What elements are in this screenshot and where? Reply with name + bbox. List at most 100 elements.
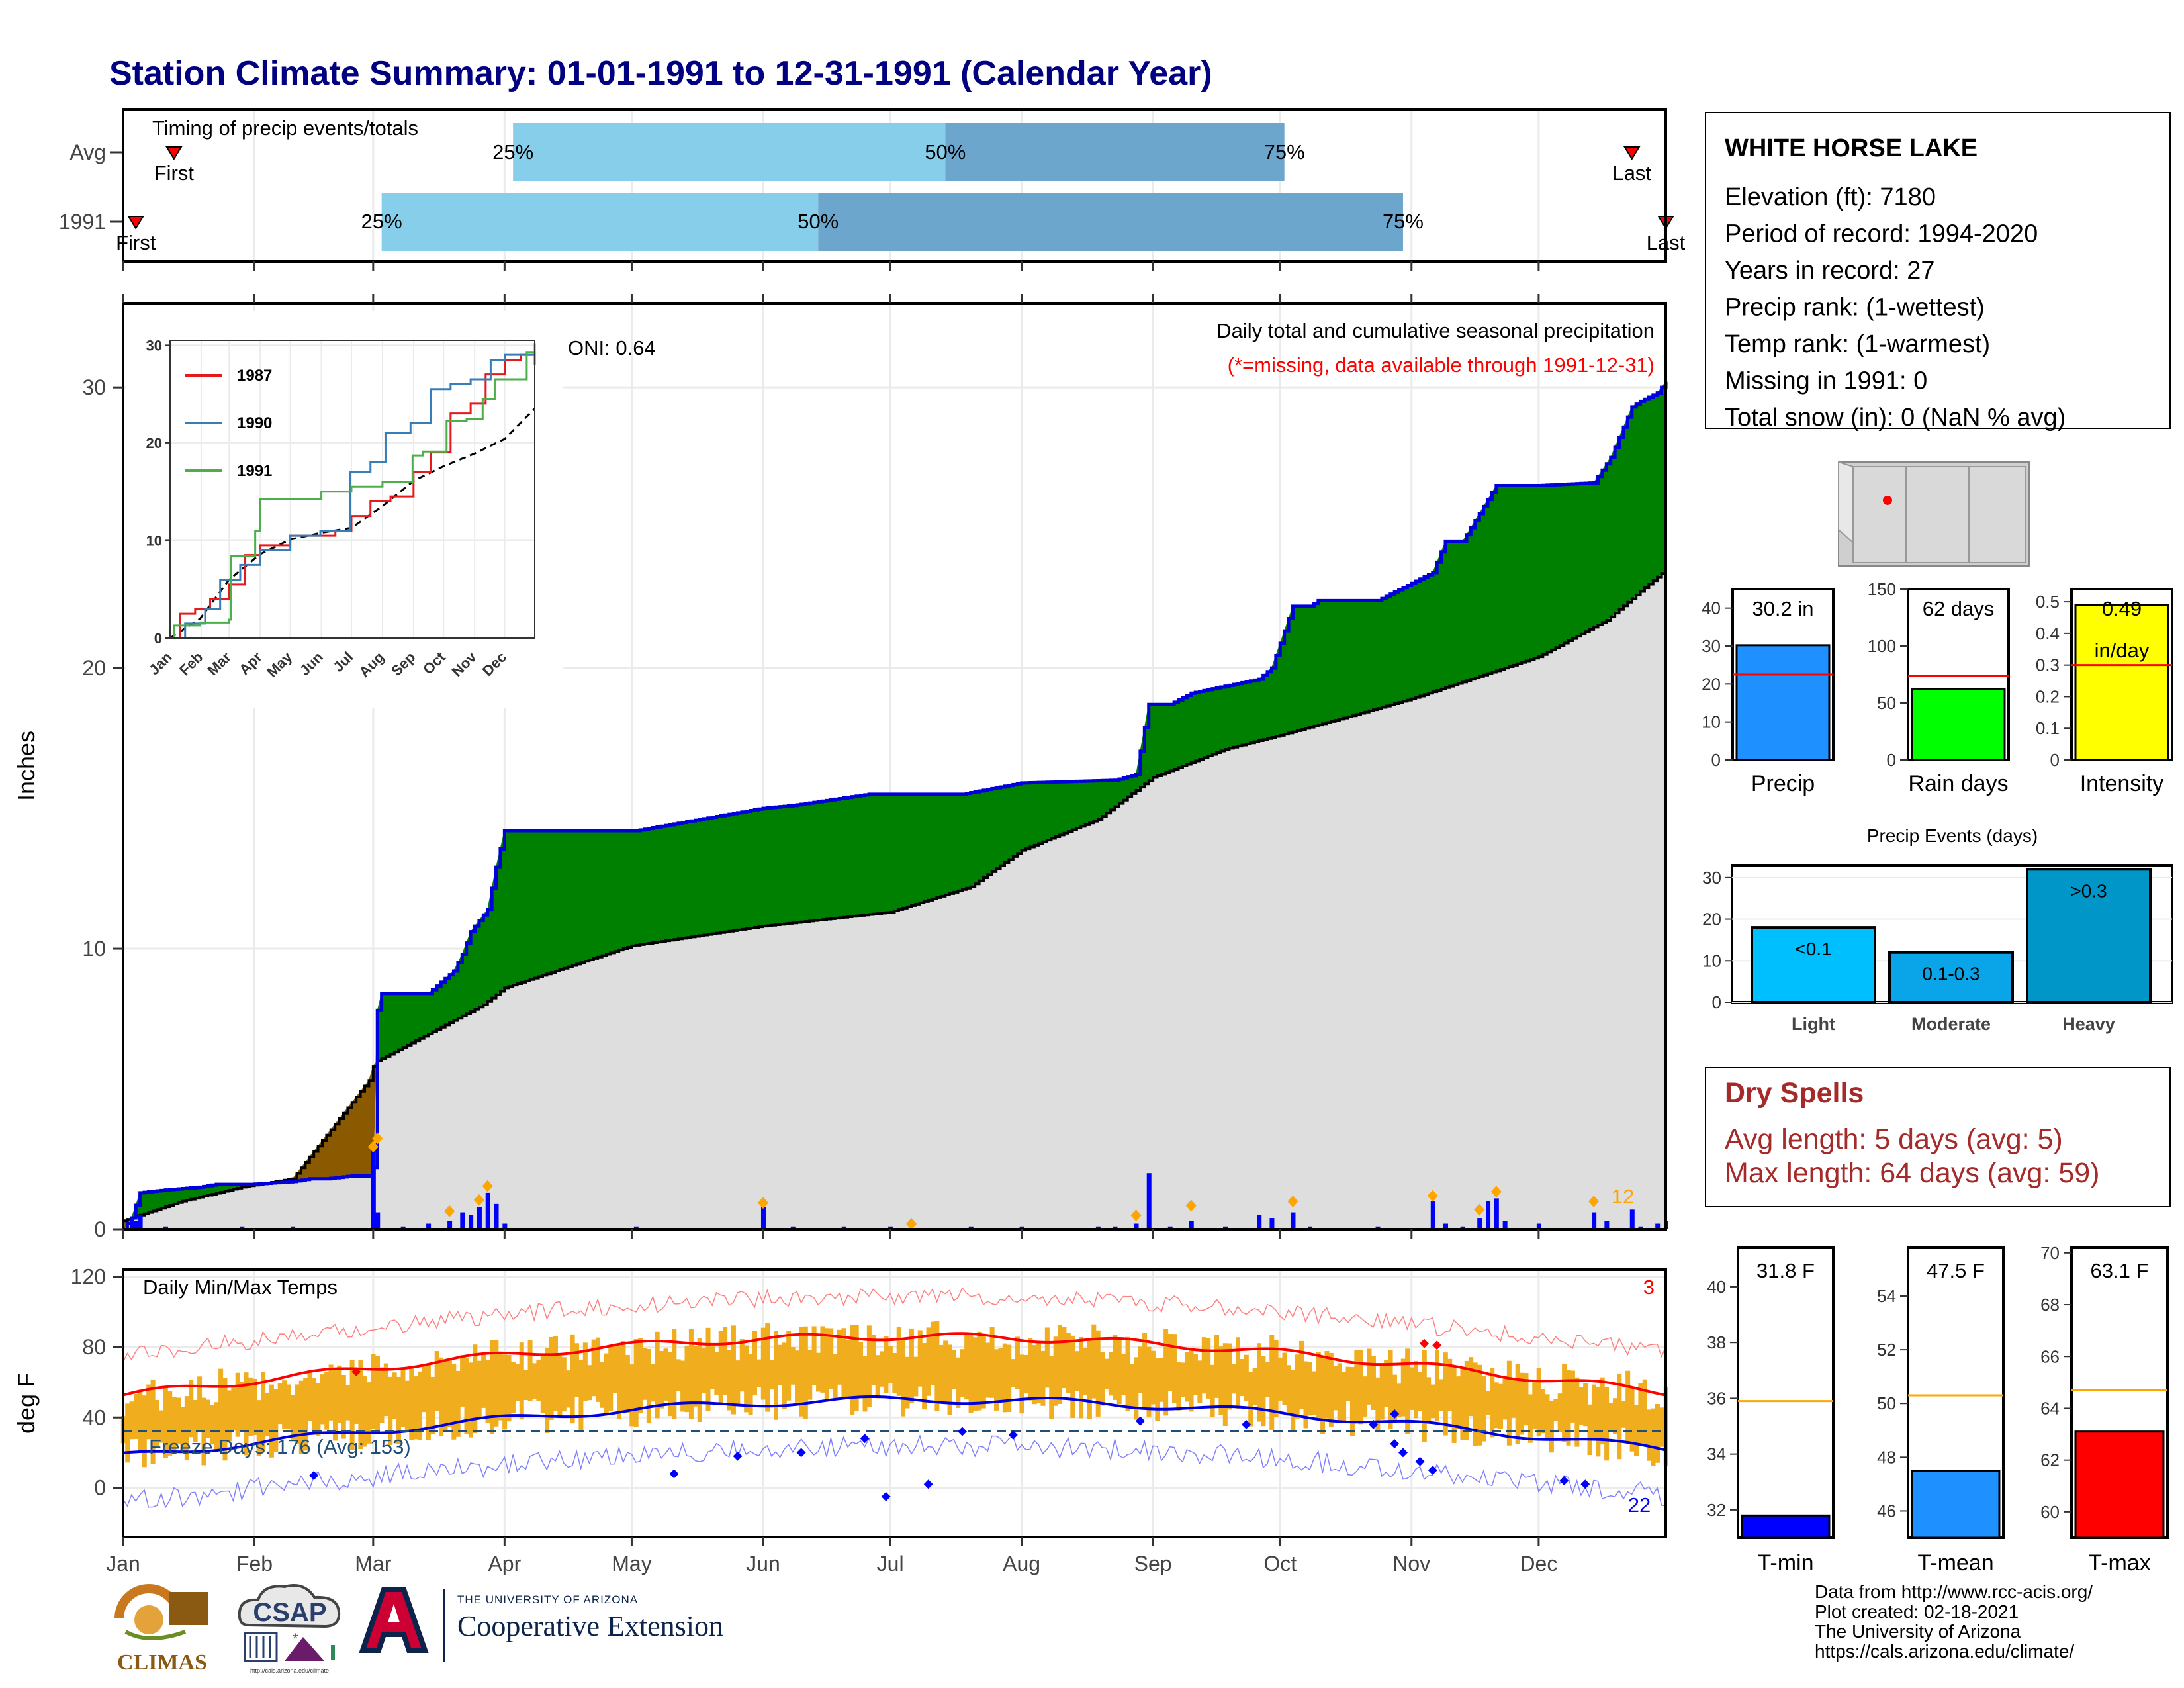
daily-temp-bar: [1409, 1367, 1414, 1410]
daily-temp-bar: [629, 1364, 635, 1427]
record-min-line: [122, 1434, 1666, 1509]
record-high-marker: [1432, 1340, 1442, 1350]
temp-bar-tick-label: 32: [1707, 1500, 1726, 1520]
temp-bar-frame: [1737, 1246, 1835, 1539]
daily-temp-bar: [1345, 1366, 1351, 1401]
mini-bar-label: Precip: [1751, 771, 1815, 796]
daily-temp-bar: [850, 1325, 855, 1415]
daily-temp-bar: [392, 1372, 397, 1419]
daily-temp-bar: [752, 1331, 757, 1396]
daily-temp-bar: [197, 1376, 203, 1432]
daily-temp-bar: [498, 1351, 503, 1421]
dry-spells-title: Dry Spells: [1725, 1077, 1864, 1109]
daily-temp-bar: [451, 1363, 457, 1440]
temp-bar-tick-label: 38: [1707, 1333, 1726, 1352]
daily-precip-bar: [1223, 1226, 1228, 1229]
daily-temp-bar: [951, 1350, 956, 1389]
heavy-event-marker: [1287, 1195, 1298, 1207]
first-event-marker: [127, 216, 144, 230]
daily-temp-bar: [1095, 1330, 1101, 1417]
record-low-marker: [1135, 1416, 1145, 1426]
daily-precip-bar: [841, 1226, 846, 1229]
map-state-arizona: [1852, 466, 1907, 563]
credit-line: https://cals.arizona.edu/climate/: [1815, 1641, 2075, 1662]
temp-bar-tick-label: 54: [1877, 1286, 1896, 1306]
climas-logo-text: CLIMAS: [116, 1650, 208, 1675]
daily-temp-bar: [320, 1374, 325, 1425]
legend-label: 1991: [237, 462, 272, 480]
daily-temp-bar: [943, 1340, 948, 1403]
mini-bar-tick-label: 20: [1702, 674, 1721, 694]
precip-frame: [122, 302, 1667, 1231]
daily-temp-bar: [1600, 1377, 1605, 1445]
daily-temp-bar: [1434, 1350, 1439, 1421]
daily-temp-bar: [1608, 1403, 1614, 1430]
daily-temp-bar: [1312, 1371, 1317, 1415]
mini-bar-tick-label: 50: [1877, 693, 1896, 713]
mini-bar-tick-label: 0: [1711, 750, 1721, 770]
daily-precip-bar: [138, 1215, 143, 1229]
daily-temp-bar: [443, 1362, 448, 1432]
daily-temp-bar: [218, 1368, 224, 1450]
daily-temp-bar: [1138, 1346, 1143, 1393]
daily-temp-bar: [1439, 1379, 1444, 1411]
daily-temp-bar: [210, 1405, 215, 1445]
cooperative-extension-text: Cooperative Extension: [457, 1610, 724, 1642]
temp-bar-tick-label: 60: [2040, 1502, 2060, 1522]
mini-bar: [1735, 644, 1831, 761]
daily-precip-bar: [1134, 1223, 1139, 1229]
mini-bar-value: 0.49: [2102, 597, 2142, 620]
mini-bar-label: Intensity: [2080, 771, 2164, 796]
record-low-marker: [881, 1491, 891, 1501]
average-min-line: [122, 1395, 1666, 1454]
heavy-event-marker: [1474, 1203, 1485, 1216]
daily-temp-bar: [1155, 1358, 1160, 1421]
daily-temp-bar: [515, 1364, 520, 1401]
average-cumulative-line: [123, 569, 1667, 1223]
daily-temp-bar: [1633, 1405, 1639, 1456]
daily-temp-bar: [1040, 1350, 1046, 1406]
daily-temp-bar: [176, 1397, 181, 1444]
daily-temp-bar: [184, 1396, 189, 1460]
month-label: Dec: [1520, 1552, 1557, 1575]
mini-bar-tick-label: 0.2: [2036, 686, 2060, 706]
daily-temp-bar: [536, 1359, 541, 1401]
daily-temp-bar: [718, 1331, 723, 1404]
daily-temp-bar: [1070, 1335, 1075, 1419]
record-low-marker: [669, 1469, 679, 1479]
event-category-label: Light: [1792, 1014, 1835, 1034]
daily-temp-bar: [1342, 1372, 1347, 1421]
daily-temp-bar: [578, 1360, 584, 1430]
temp-title: Daily Min/Max Temps: [143, 1276, 338, 1299]
month-label: Nov: [1392, 1552, 1430, 1575]
daily-temp-bar: [901, 1339, 906, 1417]
daily-temp-bar: [240, 1382, 245, 1431]
mini-bar-value: 30.2 in: [1752, 597, 1813, 620]
daily-temp-bar: [1502, 1376, 1508, 1420]
timing-label-75: 75%: [1383, 210, 1424, 233]
daily-temp-bar: [523, 1370, 529, 1400]
daily-temp-bar: [1400, 1358, 1406, 1417]
daily-temp-bar: [418, 1371, 423, 1440]
daily-precip-bar: [1486, 1201, 1491, 1229]
daily-temp-bar: [434, 1351, 439, 1411]
daily-temp-bar: [485, 1359, 490, 1423]
mini-bar-tick-label: 0: [2050, 750, 2060, 770]
daily-temp-bar: [714, 1352, 719, 1395]
daily-precip-bar: [371, 1145, 376, 1229]
map-state-texas: [1968, 466, 2026, 563]
daily-precip-bar: [1536, 1223, 1541, 1229]
daily-temp-bar: [477, 1360, 482, 1419]
daily-temp-bar: [324, 1372, 330, 1430]
daily-precip-bar: [1308, 1226, 1313, 1229]
precip-ytick-label: 30: [82, 375, 106, 399]
daily-temp-bar: [1562, 1364, 1567, 1442]
daily-temp-bar: [608, 1346, 614, 1411]
daily-temp-bar: [1485, 1391, 1490, 1415]
daily-temp-bar: [1578, 1387, 1584, 1425]
daily-temp-bar: [549, 1336, 554, 1420]
daily-temp-bar: [167, 1391, 173, 1456]
daily-temp-bar: [545, 1348, 550, 1433]
